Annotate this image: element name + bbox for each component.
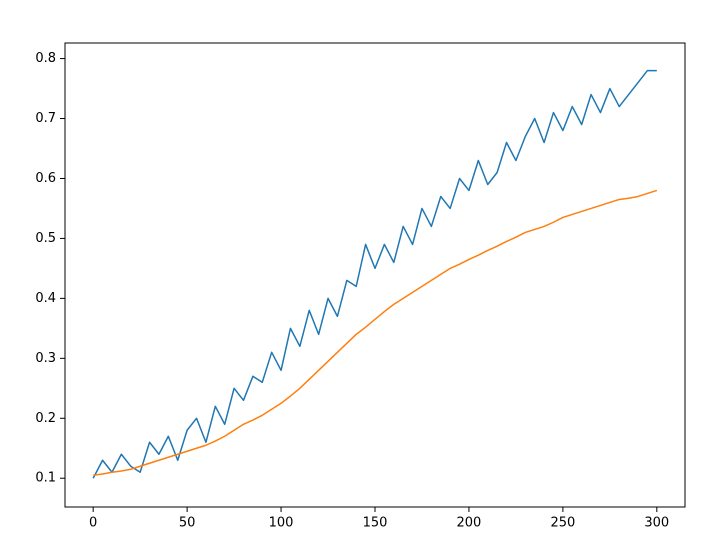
- x-tick-label: 150: [363, 516, 388, 531]
- y-tick-label: 0.3: [35, 351, 56, 366]
- x-tick-label: 50: [179, 516, 196, 531]
- y-tick-label: 0.6: [35, 171, 56, 186]
- x-tick-label: 0: [89, 516, 97, 531]
- plot-frame: [64, 42, 686, 508]
- y-tick-label: 0.4: [35, 291, 56, 306]
- x-tick-label: 250: [550, 516, 575, 531]
- y-tick-label: 0.5: [35, 231, 56, 246]
- x-tick-label: 300: [644, 516, 669, 531]
- y-tick-label: 0.1: [35, 471, 56, 486]
- x-tick-label: 200: [457, 516, 482, 531]
- y-tick-label: 0.8: [35, 51, 56, 66]
- data-line: [93, 189, 658, 476]
- data-line: [92, 69, 657, 479]
- x-tick-label: 100: [269, 516, 294, 531]
- y-tick-label: 0.2: [35, 411, 56, 426]
- y-tick-label: 0.7: [35, 111, 56, 126]
